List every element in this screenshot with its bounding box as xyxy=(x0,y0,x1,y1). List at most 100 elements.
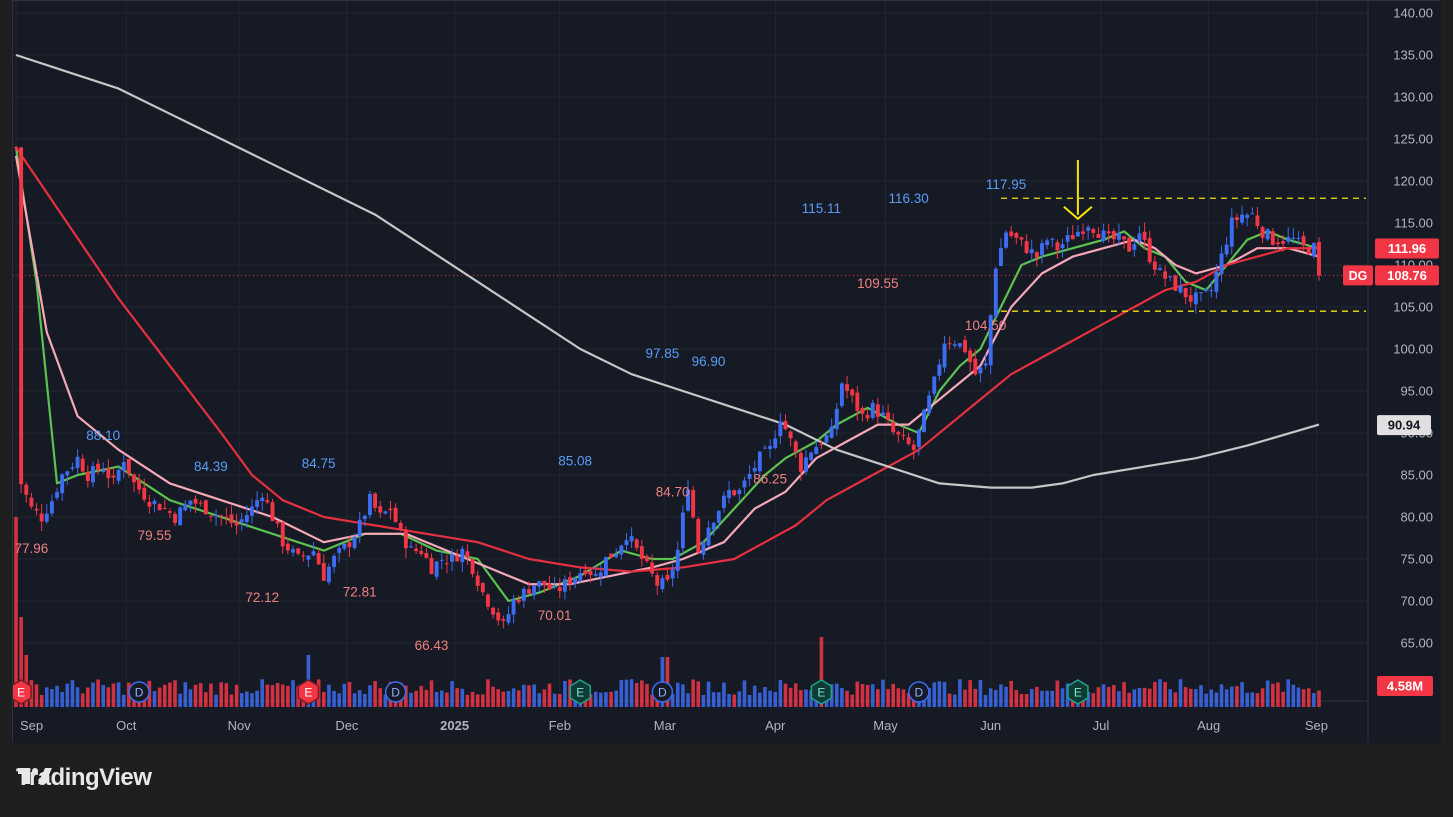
candle-body xyxy=(855,392,860,411)
volume-bar xyxy=(239,693,244,707)
candle-body xyxy=(434,561,439,577)
volume-bar xyxy=(634,683,639,707)
candle-body xyxy=(39,513,44,522)
volume-bar xyxy=(347,681,352,707)
annotation-label: 85.08 xyxy=(558,453,592,468)
volume-bar xyxy=(547,683,552,707)
candle-body xyxy=(886,412,891,420)
volume-bar xyxy=(1183,687,1188,707)
price-chart[interactable]: 140.00135.00130.00125.00120.00115.00110.… xyxy=(13,1,1441,743)
candle-body xyxy=(727,490,732,499)
candle-body xyxy=(1204,288,1209,291)
volume-bar xyxy=(732,694,736,707)
volume-bar xyxy=(1153,681,1157,707)
candle-body xyxy=(439,559,444,561)
volume-bar xyxy=(404,685,408,707)
candle-body xyxy=(834,408,839,430)
candle-body xyxy=(419,550,424,555)
candle-body xyxy=(922,409,926,433)
volume-bar xyxy=(363,693,367,707)
dividend-marker-icon xyxy=(651,681,674,703)
candle-body xyxy=(598,572,603,578)
y-tick-label: 125.00 xyxy=(1393,132,1433,147)
candle-body xyxy=(388,508,393,511)
candle-body xyxy=(116,470,121,481)
candle-body xyxy=(321,562,326,581)
candle-body xyxy=(573,577,578,584)
candle-body xyxy=(1029,249,1034,254)
volume-bar xyxy=(906,693,911,707)
annotation-label: 77.96 xyxy=(14,541,48,556)
candle-body xyxy=(214,515,219,517)
volume-bar xyxy=(901,689,906,707)
candle-body xyxy=(265,500,270,503)
volume-bar xyxy=(450,681,454,707)
candle-body xyxy=(316,553,321,565)
volume-bar xyxy=(742,680,747,707)
annotation-label: 84.75 xyxy=(302,456,336,471)
volume-bar xyxy=(470,691,475,707)
volume-bar xyxy=(332,690,336,707)
volume-bar xyxy=(414,690,418,707)
volume-bar xyxy=(773,691,778,707)
candle-body xyxy=(742,480,747,488)
volume-bar xyxy=(337,693,341,707)
candle-body xyxy=(983,363,988,366)
volume-bar xyxy=(1188,688,1193,707)
symbol-badge: DG xyxy=(1349,269,1368,283)
candle-body xyxy=(193,498,198,504)
candle-body xyxy=(911,444,916,450)
chart-panel[interactable]: 140.00 135.00 130.00 125.00 120.00 115.00 110.… xyxy=(12,0,1441,743)
tradingview-brand[interactable]: TradingView xyxy=(16,764,152,792)
candle-body xyxy=(768,445,773,450)
volume-bar xyxy=(1035,686,1039,707)
candle-body xyxy=(178,507,183,526)
candle-body xyxy=(691,489,696,518)
volume-bar xyxy=(891,683,896,707)
volume-bar xyxy=(778,680,783,707)
volume-bar xyxy=(1055,680,1060,707)
candle-body xyxy=(301,555,306,557)
candle-body xyxy=(1178,285,1183,293)
candle-body xyxy=(142,487,147,500)
candle-body xyxy=(804,457,808,472)
volume-bar xyxy=(24,655,29,707)
annotation-label: 115.11 xyxy=(802,201,841,216)
earnings-marker-label: E xyxy=(817,686,825,700)
marker-arrow-icon xyxy=(1063,206,1093,221)
annotation-label: 109.55 xyxy=(857,276,898,291)
dividend-marker-label: D xyxy=(658,686,667,700)
candle-body xyxy=(147,501,152,507)
y-tick-label: 115.00 xyxy=(1394,216,1433,231)
volume-bar xyxy=(696,681,701,707)
candle-body xyxy=(501,619,506,621)
candle-body xyxy=(19,147,24,485)
candle-body xyxy=(1265,229,1270,240)
candle-body xyxy=(465,551,470,558)
candle-body xyxy=(65,471,70,476)
volume-bar xyxy=(1265,680,1270,707)
x-tick-label: Jun xyxy=(980,718,1001,733)
volume-bar xyxy=(532,684,536,707)
volume-bar xyxy=(234,684,239,707)
candle-body xyxy=(1199,292,1203,294)
volume-bar xyxy=(988,688,993,707)
candle-body xyxy=(1234,217,1239,221)
y-tick-label: 65.00 xyxy=(1400,636,1433,651)
candle-body xyxy=(1116,233,1121,240)
volume-bar xyxy=(245,691,249,707)
ema-price-label-background xyxy=(1375,238,1439,259)
volume-bar xyxy=(1255,693,1260,707)
candle-body xyxy=(1250,213,1255,215)
candle-body xyxy=(947,343,952,345)
annotation-label: 66.43 xyxy=(415,638,449,653)
candle-body xyxy=(1229,217,1234,247)
candle-body xyxy=(542,580,547,585)
candle-body xyxy=(229,514,234,524)
candle-body xyxy=(1004,232,1009,248)
volume-bar xyxy=(552,693,557,707)
volume-bar xyxy=(624,679,629,707)
candle-body xyxy=(568,577,572,585)
candle-body xyxy=(747,473,752,479)
volume-bar xyxy=(1019,693,1024,707)
